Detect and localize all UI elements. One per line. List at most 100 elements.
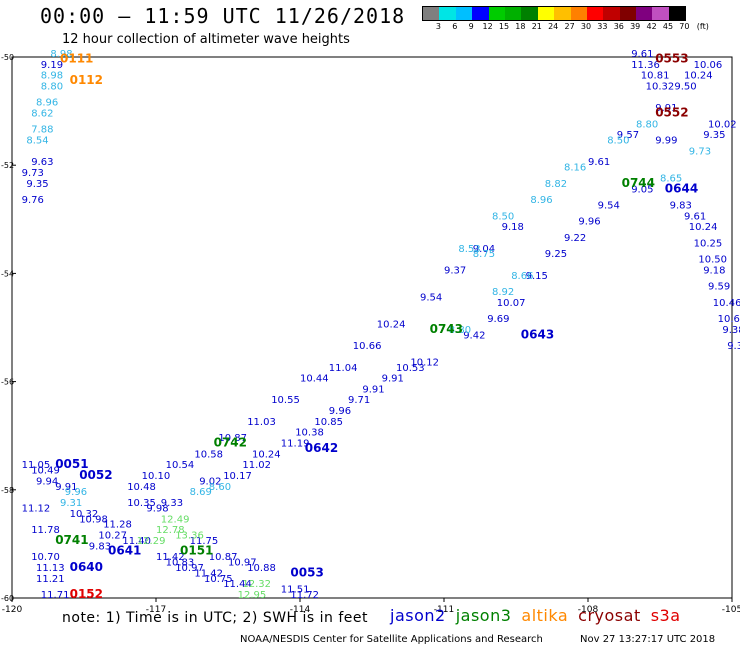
wave-height-value: 11.42 [156, 552, 185, 563]
wave-height-value: 9.35 [703, 130, 725, 141]
wave-height-value: 11.44 [223, 579, 252, 590]
wave-height-value: 10.07 [497, 298, 526, 309]
wave-height-value: 10.87 [209, 552, 238, 563]
legend-swatch [504, 7, 522, 20]
pass-time-label: 0112 [70, 73, 103, 87]
wave-height-value: 12.78 [156, 525, 185, 536]
wave-height-value: 9.22 [564, 233, 586, 244]
footer-credit: NOAA/NESDIS Center for Satellite Applica… [240, 634, 543, 645]
wave-height-value: 9.19 [41, 60, 63, 71]
satellite-jason3: jason3 [455, 606, 512, 625]
pass-time-label: 0643 [521, 327, 554, 341]
wave-height-value: 9.37 [444, 265, 466, 276]
satellite-cryosat: cryosat [578, 606, 641, 625]
wave-height-value: 9.33 [161, 498, 183, 509]
x-tick-label: -105 [722, 605, 740, 615]
wave-height-value: 9.31 [60, 498, 82, 509]
pass-time-label: 0742 [214, 436, 247, 450]
legend-label: 9 [468, 22, 474, 31]
wave-height-value: 10.02 [708, 119, 737, 130]
wave-height-value: 9.05 [631, 184, 653, 195]
wave-height-value: 10.24 [377, 320, 406, 331]
wave-height-value: 11.05 [22, 460, 51, 471]
wave-height-value: 9.35 [26, 179, 48, 190]
wave-height-value: 10.27 [98, 530, 127, 541]
wave-height-value: 11.12 [22, 503, 51, 514]
wave-height-value: 10.70 [31, 552, 60, 563]
legend-swatch [521, 7, 538, 20]
wave-height-value: 9.61 [588, 157, 610, 168]
legend-swatch [439, 7, 456, 20]
legend-swatch [668, 7, 686, 20]
wave-height-value: 9.15 [526, 271, 548, 282]
wave-height-value: 9.35 [727, 341, 740, 352]
wave-height-value: 8.98 [41, 71, 63, 82]
legend-label: 30 [580, 22, 592, 31]
wave-height-value: 8.65 [660, 173, 682, 184]
pass-time-label: 0051 [55, 457, 88, 471]
y-tick-label: -58 [1, 486, 14, 495]
legend-label: 21 [531, 22, 542, 31]
wave-height-value: 8.60 [209, 482, 231, 493]
legend-label: 33 [597, 22, 608, 31]
pass-time-label: 0640 [70, 560, 103, 574]
wave-height-value: 8.16 [564, 163, 586, 174]
legend-swatch [472, 7, 489, 20]
wave-height-value: 10.44 [300, 374, 329, 385]
wave-height-value: 9.38 [722, 325, 740, 336]
wave-height-value: 11.04 [329, 363, 358, 374]
wave-height-value: 9.54 [420, 292, 442, 303]
wave-height-value: 8.80 [636, 119, 658, 130]
wave-height-value: 11.13 [36, 563, 65, 574]
wave-height-value: 10.38 [295, 428, 324, 439]
legend-label: 39 [630, 22, 641, 31]
wave-height-value: 9.76 [22, 195, 44, 206]
x-tick-label: -108 [578, 605, 599, 615]
wave-height-value: 9.18 [502, 222, 524, 233]
wave-height-value: 9.96 [578, 217, 600, 228]
wave-height-value: 8.50 [492, 211, 514, 222]
pass-time-label: 0111 [60, 51, 93, 65]
wave-height-value: 10.88 [247, 563, 276, 574]
wave-height-value: 10.50 [698, 255, 727, 266]
wave-height-value: 10.83 [166, 558, 195, 569]
wave-height-value: 9.69 [487, 314, 509, 325]
legend-labels: 3 6 9 12 15 18 21 24 27 30 33 36 39 42 45 70 (ft) [422, 21, 709, 33]
wave-height-value: 8.92 [492, 287, 514, 298]
wave-height-value: 9.91 [655, 103, 677, 114]
wave-height-value: 12.32 [242, 579, 271, 590]
wave-height-value: 8.96 [36, 98, 58, 109]
wave-height-value: 9.91 [55, 482, 77, 493]
wave-height-value: 9.73 [22, 168, 44, 179]
wave-height-value: 8.66 [511, 271, 533, 282]
wave-height-value: 11.21 [36, 574, 65, 585]
wave-height-value: 8.98 [50, 49, 72, 60]
wave-height-value: 8.69 [190, 487, 212, 498]
wave-height-value: 8.53 [458, 244, 480, 255]
wave-height-value: 9.91 [362, 384, 384, 395]
y-tick-label: -56 [1, 378, 14, 387]
legend-swatch [455, 7, 473, 20]
map-frame [11, 56, 733, 599]
x-tick-label: -117 [146, 605, 166, 615]
wave-height-value: 10.53 [396, 363, 425, 374]
legend-swatch [636, 7, 653, 20]
wave-height-value: 9.98 [146, 503, 168, 514]
wave-height-value: 10.24 [684, 71, 713, 82]
wave-height-value: 9.91 [382, 374, 404, 385]
wave-height-value: 10.81 [641, 71, 670, 82]
wave-height-value: 9.71 [348, 395, 370, 406]
wave-height-value: 9.59 [708, 282, 730, 293]
wave-height-value: 11.36 [631, 60, 660, 71]
legend-label: 6 [452, 22, 458, 31]
wave-height-value: 9.57 [617, 130, 639, 141]
wave-height-value: 10.54 [166, 460, 195, 471]
legend-label: 24 [548, 22, 559, 31]
legend-label: 18 [515, 22, 526, 31]
wave-height-value: 10.32 [70, 509, 99, 520]
legend-swatch [619, 7, 637, 20]
wave-height-value: 10.85 [314, 417, 343, 428]
color-legend: 3 6 9 12 15 18 21 24 27 30 33 36 39 42 45 70 (ft) [422, 6, 709, 33]
pass-time-label: 0642 [305, 441, 338, 455]
wave-height-value: 10.66 [353, 341, 382, 352]
